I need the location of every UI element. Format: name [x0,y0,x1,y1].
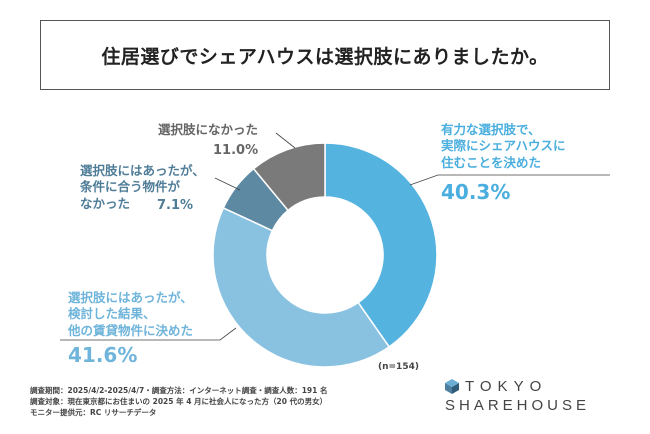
slice-value-1: 40.3% [441,180,511,204]
leader-line-slice-1 [409,174,610,186]
logo-line-1: TOKYO [465,378,548,395]
donut-slice-1 [324,142,438,348]
title-box: 住居選びでシェアハウスは選択肢にありましたか。 [40,20,610,90]
slice-value-3: 7.1% [157,198,194,213]
brand-logo: TOKYO SHAREHOUSE [445,378,620,414]
donut-slice-2 [212,206,391,368]
slice-label-4: 選択肢になかった [158,122,259,137]
footer-line-3: モニター提供元：RC リサーチデータ [30,407,157,417]
footer-line-2: 調査対象：現在東京都にお住まいの 2025 年 4 月に社会人になった方（20 … [30,396,328,406]
donut-slice-4 [252,142,326,212]
sample-size-note: (n=154) [378,362,419,372]
slice-value-4: 11.0% [213,143,259,158]
logo-line-2: SHAREHOUSE [445,397,591,414]
survey-footer: 調査期間：2025/4/2-2025/4/7・調査方法：インターネット調査・調査… [30,386,327,419]
leader-line-slice-3 [214,177,241,191]
footer-line-1: 調査期間：2025/4/2-2025/4/7・調査方法：インターネット調査・調査… [30,386,328,395]
slice-label-2: 選択肢にはあったが、 検討した結果、 他の賃貸物件に決めた [68,290,194,338]
chart-title: 住居選びでシェアハウスは選択肢にありましたか。 [101,45,549,68]
slice-label-1: 有力な選択肢で、 実際にシェアハウスに 住むことを決めた [441,122,566,170]
leader-line-slice-4 [275,132,296,149]
slice-label-3: 選択肢にはあったが、 条件に合う物件が なかった [80,163,205,211]
leader-lines [60,132,610,341]
slice-value-2: 41.6% [68,343,138,367]
cube-logo-icon [445,379,459,394]
slice-group [212,142,438,368]
leader-line-slice-2 [60,327,237,341]
